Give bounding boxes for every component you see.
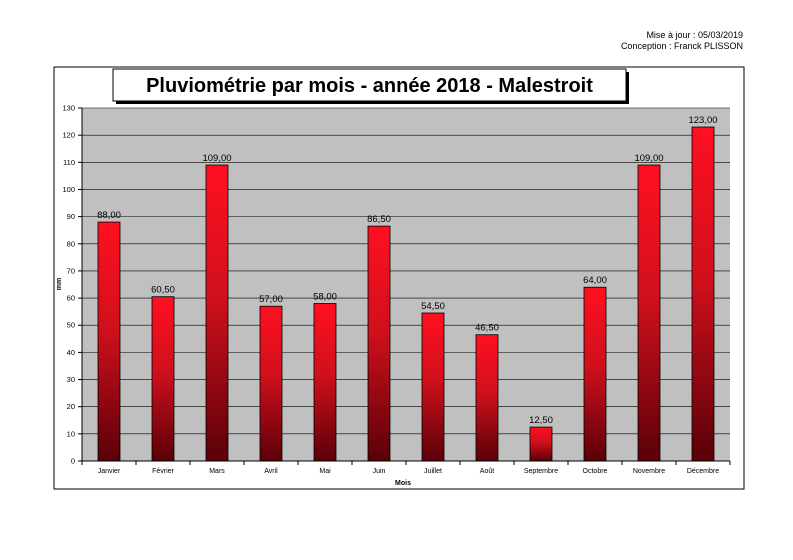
y-tick-label: 40 (67, 348, 75, 357)
gridlines (82, 107, 730, 435)
x-tick-label: Mai (319, 468, 331, 475)
x-tick-label: Septembre (524, 468, 558, 475)
bar-septembre (529, 426, 553, 462)
x-tick-label: Novembre (633, 468, 665, 475)
x-tick-label: Juillet (424, 468, 442, 475)
y-tick-label: 90 (67, 212, 75, 221)
bar-value-label: 60,50 (151, 285, 175, 296)
y-tick-label: 70 (67, 266, 75, 275)
bar-mars (205, 164, 229, 462)
bar-value-label: 64,00 (583, 275, 607, 286)
bars-group (97, 126, 715, 462)
bar-value-label: 109,00 (634, 153, 663, 164)
value-labels-group: 88,00 60,50 109,00 57,00 58,00 86,50 54,50 46,5… (97, 115, 717, 426)
update-date: Mise à jour : 05/03/2019 (646, 30, 743, 40)
bar-novembre (637, 164, 661, 462)
bar-value-label: 86,50 (367, 214, 391, 225)
y-tick-label: 30 (67, 375, 75, 384)
bar-value-label: 57,00 (259, 294, 283, 305)
x-axis-ticks: Janvier Février Mars Avril Mai Juin Juillet Aoû… (81, 461, 731, 475)
x-tick-label: Janvier (98, 468, 121, 475)
bar-value-label: 88,00 (97, 210, 121, 221)
y-axis-title: mm (56, 278, 63, 290)
bar-juillet (421, 312, 445, 462)
bar-mai (313, 303, 337, 462)
y-tick-label: 120 (62, 131, 75, 140)
y-tick-label: 0 (71, 457, 75, 466)
x-axis-title: Mois (395, 480, 411, 487)
x-tick-label: Décembre (687, 468, 719, 475)
y-tick-label: 10 (67, 429, 75, 438)
y-tick-label: 60 (67, 294, 75, 303)
y-tick-label: 100 (62, 185, 75, 194)
y-axis-ticks: 0 10 20 30 40 50 60 70 80 90 100 110 120 130 (62, 104, 82, 466)
x-tick-label: Février (152, 468, 174, 475)
y-tick-label: 130 (62, 104, 75, 113)
chart-metadata: Mise à jour : 05/03/2019 Conception : Fr… (621, 30, 743, 52)
y-tick-label: 50 (67, 321, 75, 330)
x-tick-label: Août (480, 468, 494, 475)
bar-value-label: 109,00 (202, 153, 231, 164)
bar-value-label: 123,00 (688, 115, 717, 126)
y-tick-label: 110 (63, 158, 75, 167)
bar-janvier (97, 221, 121, 462)
plot-area (82, 108, 730, 461)
x-tick-label: Octobre (583, 468, 608, 475)
bar-value-label: 54,50 (421, 301, 445, 312)
author-credit: Conception : Franck PLISSON (620, 41, 743, 51)
y-tick-label: 80 (67, 239, 75, 248)
bar-décembre (691, 126, 715, 462)
y-tick-label: 20 (67, 402, 75, 411)
bar-value-label: 12,50 (529, 415, 553, 426)
bar-value-label: 46,50 (475, 323, 499, 334)
x-tick-label: Avril (264, 468, 278, 475)
bar-value-label: 58,00 (313, 292, 337, 303)
bar-août (475, 334, 499, 462)
title-box (112, 68, 627, 102)
chart-title: Pluviométrie par mois - année 2018 - Mal… (146, 75, 593, 97)
bar-octobre (583, 286, 607, 462)
bar-juin (367, 225, 391, 462)
x-tick-label: Juin (373, 468, 386, 475)
bar-avril (259, 305, 283, 462)
x-tick-label: Mars (209, 468, 225, 475)
bar-février (151, 296, 175, 462)
